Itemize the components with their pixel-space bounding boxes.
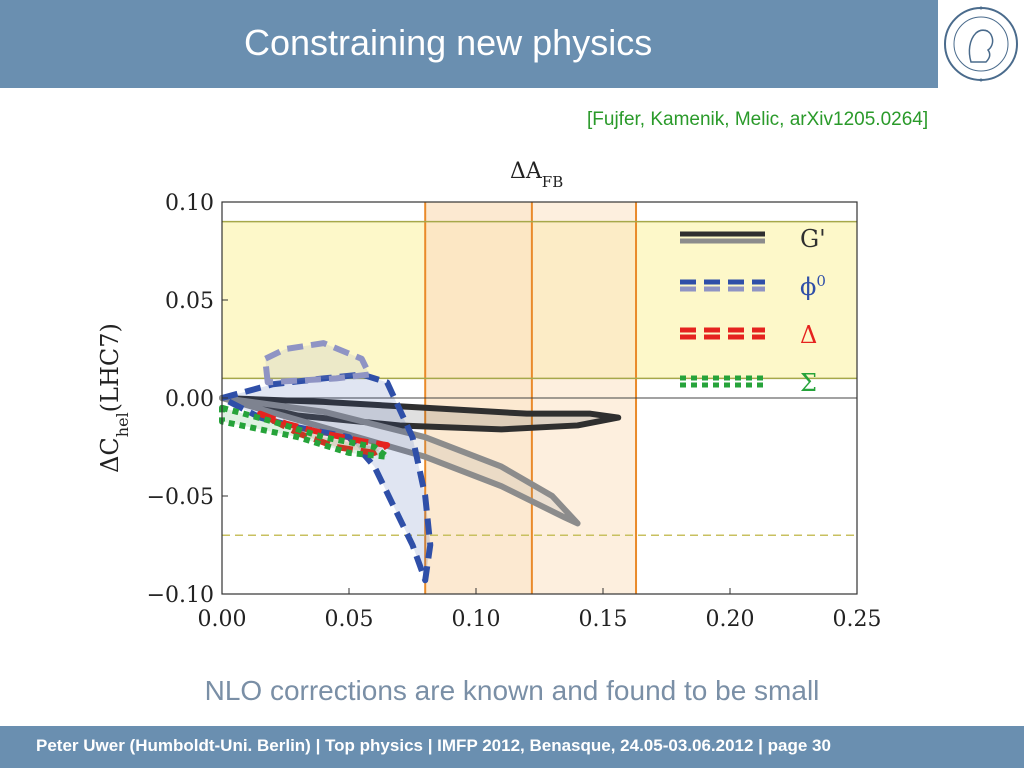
university-seal (938, 0, 1024, 88)
y-tick-label-3: 0.05 (165, 289, 214, 314)
series-curve-2 (219, 371, 434, 584)
university-seal-icon (944, 6, 1018, 82)
legend-label-0: G' (800, 225, 826, 253)
legend-label-1: ϕ0 (800, 272, 826, 301)
slide-caption: NLO corrections are known and found to b… (204, 675, 820, 706)
x-tick-label-0: 0.00 (198, 607, 247, 632)
citation: [Fujfer, Kamenik, Melic, arXiv1205.0264] (587, 109, 929, 130)
y-axis-label: ΔChel(LHC7) (96, 323, 132, 473)
chart-title: ΔAFB (510, 159, 563, 191)
legend-label-2: Δ (800, 321, 817, 349)
slide-title: Constraining new physics (244, 22, 653, 63)
slide-header: Constraining new physics (0, 0, 1024, 88)
y-tick-label-0: −0.10 (147, 583, 214, 608)
y-tick-label-2: 0.00 (165, 387, 214, 412)
y-tick-label-1: −0.05 (147, 485, 214, 510)
x-tick-label-3: 0.15 (579, 607, 628, 632)
slide-footer: Peter Uwer (Humboldt-Uni. Berlin) | Top … (0, 726, 1024, 768)
series-curve-5 (219, 404, 391, 460)
chart: 0.00 0.05 0.10 0.15 0.20 0.25 −0.10 −0.05 0.00 0.… (96, 159, 882, 632)
x-tick-label-1: 0.05 (325, 607, 374, 632)
x-tick-label-2: 0.10 (452, 607, 501, 632)
x-tick-label-4: 0.20 (706, 607, 755, 632)
y-tick-label-4: 0.10 (165, 191, 214, 216)
footer-text: Peter Uwer (Humboldt-Uni. Berlin) | Top … (36, 736, 831, 755)
x-tick-label-5: 0.25 (833, 607, 882, 632)
series-curve-3 (262, 340, 373, 386)
series-curve-4 (257, 410, 391, 456)
legend-label-3: Σ (800, 369, 817, 397)
series-curve-1 (219, 395, 581, 527)
